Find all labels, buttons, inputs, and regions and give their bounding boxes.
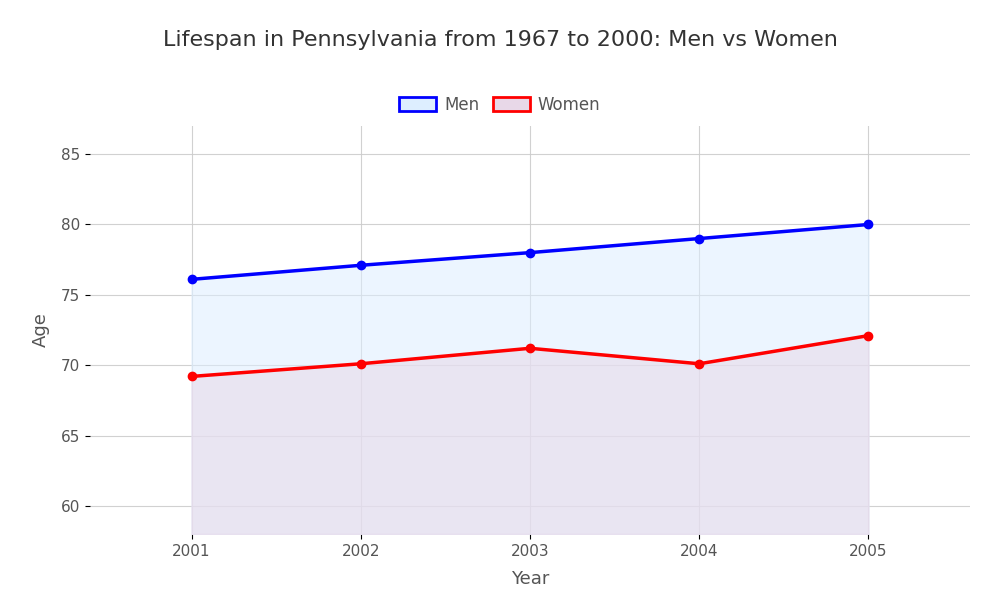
X-axis label: Year: Year xyxy=(511,570,549,588)
Text: Lifespan in Pennsylvania from 1967 to 2000: Men vs Women: Lifespan in Pennsylvania from 1967 to 20… xyxy=(163,30,837,50)
Legend: Men, Women: Men, Women xyxy=(393,89,607,121)
Y-axis label: Age: Age xyxy=(32,313,50,347)
